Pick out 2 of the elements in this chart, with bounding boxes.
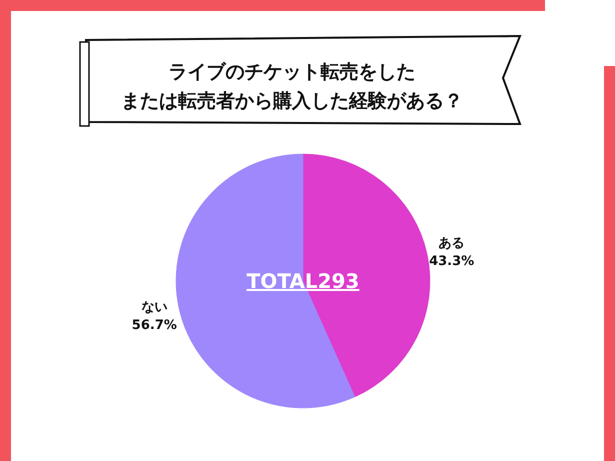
title: ライブのチケット転売をした [168, 61, 416, 83]
subtitle: または転売者から購入した経験がある？ [121, 90, 463, 112]
